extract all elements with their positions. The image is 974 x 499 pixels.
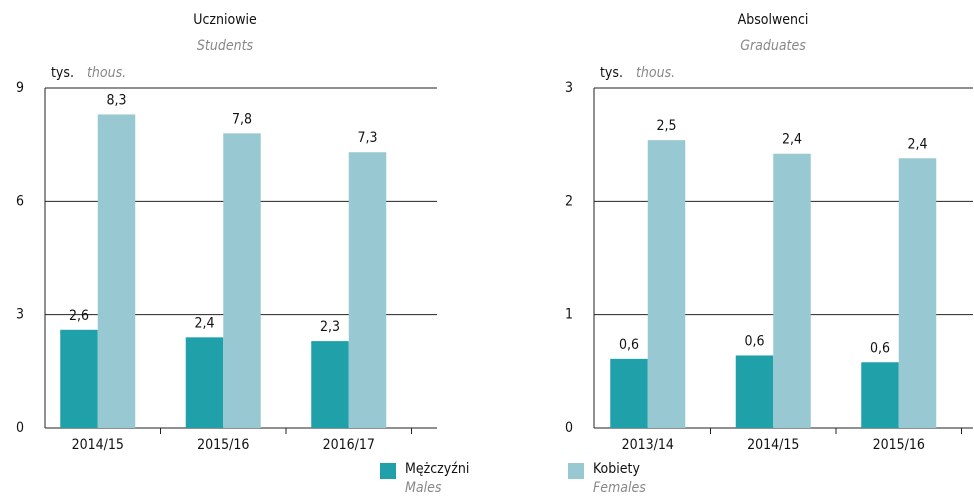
x-tick-label: 2013/14 — [622, 437, 674, 453]
value-label: 7,3 — [357, 130, 377, 146]
bar — [60, 329, 98, 428]
chart-subtitle: Graduates — [740, 38, 806, 54]
value-label: 2,6 — [69, 308, 89, 324]
value-label: 7,8 — [232, 111, 252, 127]
bar — [610, 358, 648, 428]
legend-label: Mężczyźni — [405, 461, 469, 477]
y-tick-label: 0 — [16, 420, 24, 436]
chart-subtitle: Students — [197, 38, 254, 54]
value-label: 2,4 — [782, 132, 802, 148]
y-tick-label: 1 — [565, 307, 573, 323]
unit-label-en: thous. — [636, 65, 675, 81]
legend-label: Kobiety — [593, 461, 640, 477]
bar — [311, 341, 349, 428]
y-tick-label: 9 — [16, 80, 24, 96]
bar — [647, 140, 686, 428]
value-label: 2,5 — [656, 118, 676, 134]
legend-swatch — [568, 463, 584, 479]
bar — [773, 153, 811, 428]
value-label: 0,6 — [619, 337, 639, 353]
value-label: 8,3 — [106, 92, 126, 108]
x-tick-label: 2015/16 — [873, 437, 925, 453]
legend-label-en: Females — [593, 480, 646, 496]
y-tick-label: 0 — [565, 420, 573, 436]
bar — [348, 152, 387, 428]
value-label: 2,4 — [907, 136, 927, 152]
y-tick-label: 6 — [16, 193, 24, 209]
value-label: 2,4 — [194, 315, 214, 331]
bar — [97, 114, 136, 428]
value-label: 0,6 — [870, 340, 890, 356]
y-tick-label: 2 — [565, 193, 573, 209]
x-tick-label: 2014/15 — [747, 437, 799, 453]
x-tick-label: 2014/15 — [72, 437, 124, 453]
bar — [735, 355, 774, 428]
value-label: 2,3 — [320, 319, 340, 335]
y-tick-label: 3 — [16, 307, 24, 323]
unit-label: tys. — [51, 65, 74, 81]
unit-label: tys. — [600, 65, 623, 81]
bar — [898, 158, 937, 428]
value-label: 0,6 — [744, 333, 764, 349]
y-tick-label: 3 — [565, 80, 573, 96]
legend-label-en: Males — [405, 480, 442, 496]
x-tick-label: 2016/17 — [323, 437, 375, 453]
chart-title: Absolwenci — [738, 12, 809, 28]
bar — [223, 133, 261, 429]
bar — [861, 362, 899, 428]
chart-title: Uczniowie — [193, 12, 257, 28]
legend-swatch — [380, 463, 396, 479]
x-tick-label: 2015/16 — [197, 437, 249, 453]
unit-label-en: thous. — [87, 65, 126, 81]
bar — [185, 337, 224, 428]
